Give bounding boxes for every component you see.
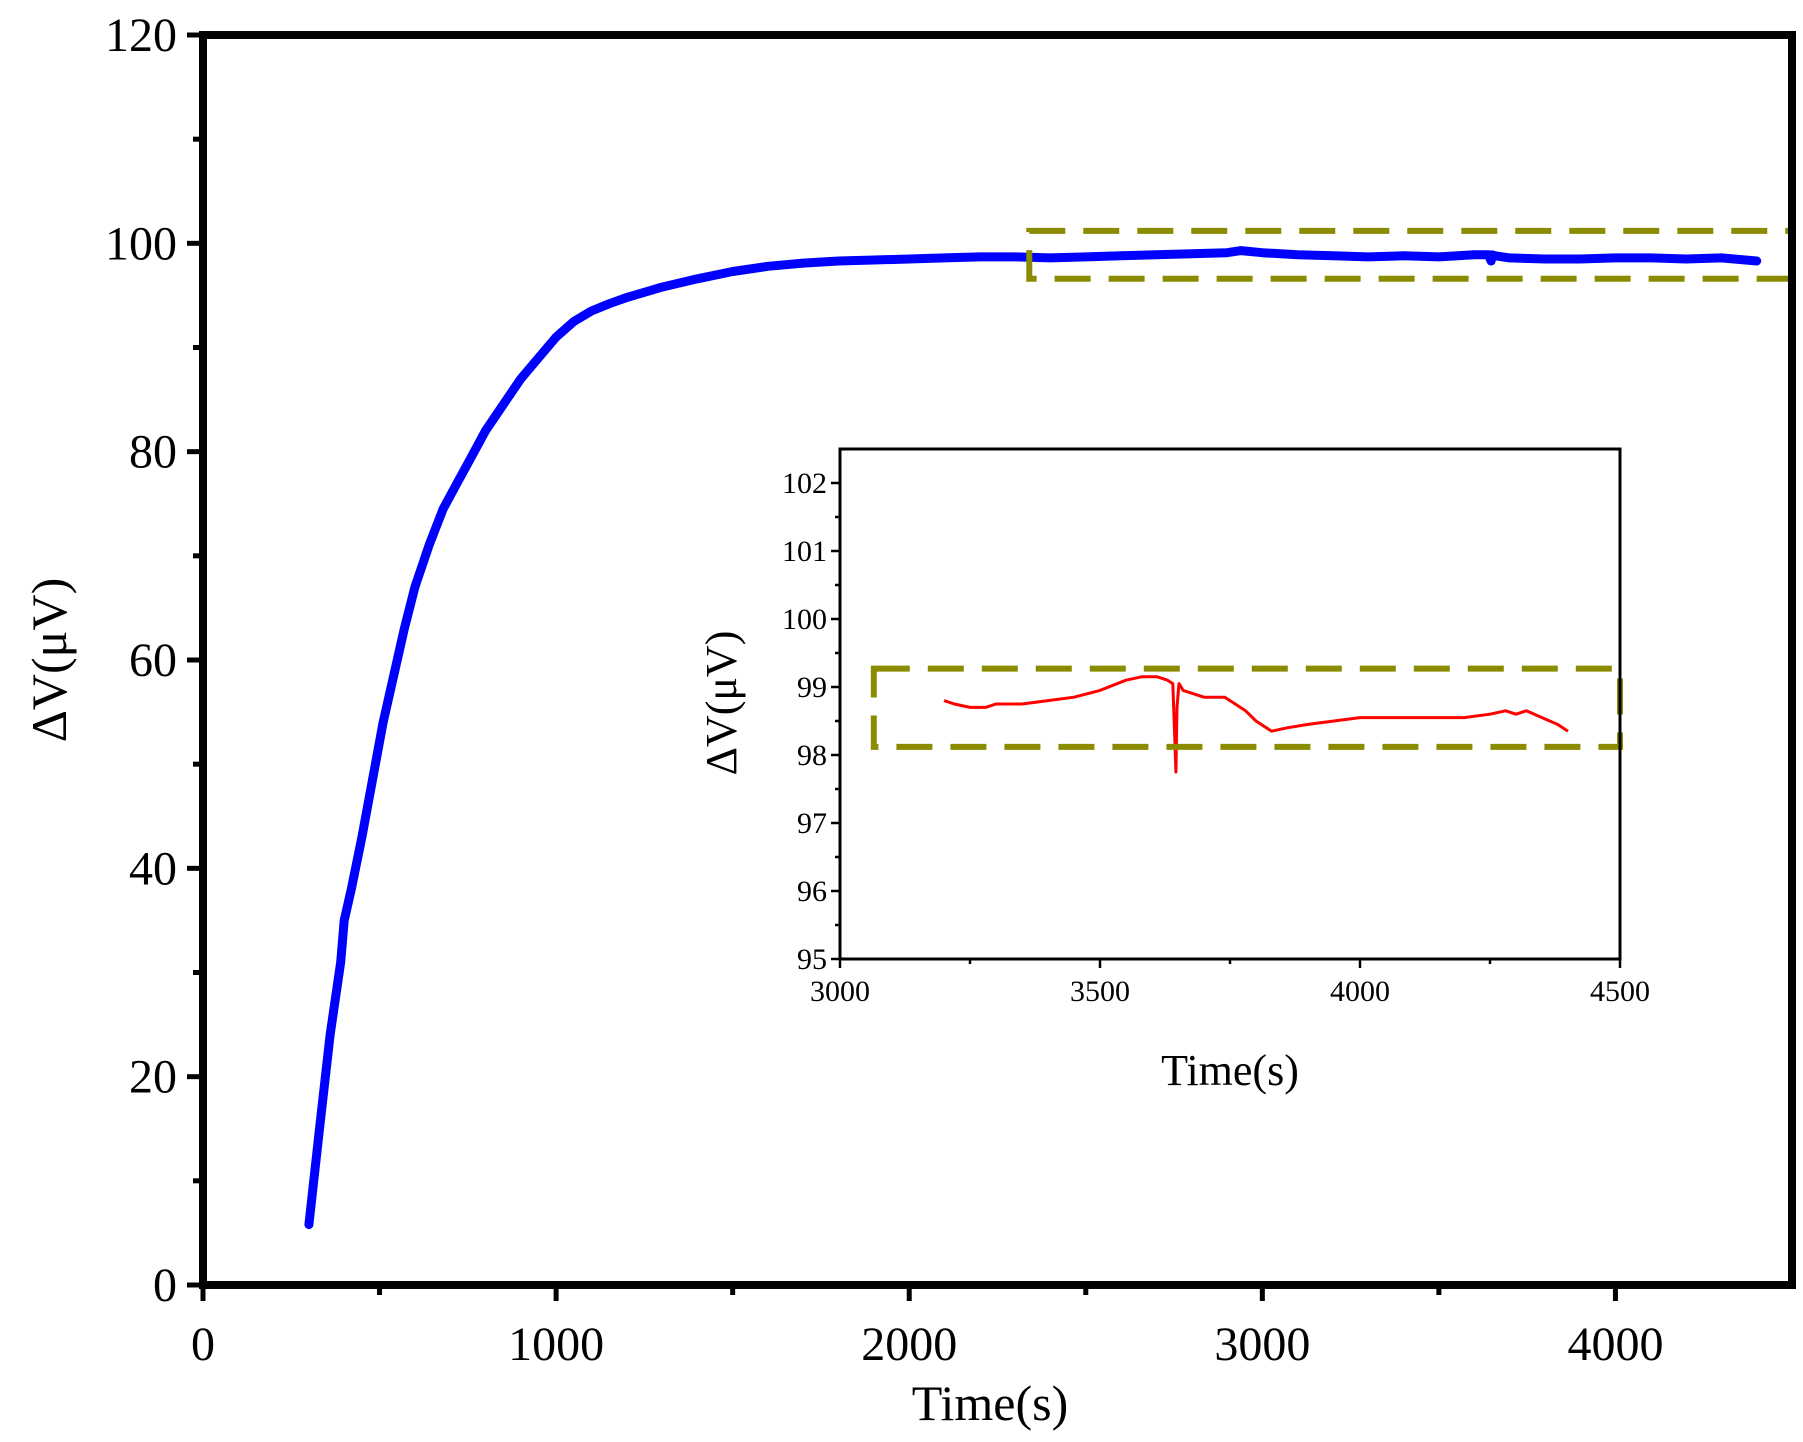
x-tick-label: 1000	[508, 1318, 604, 1371]
x-tick-label: 3000	[810, 975, 870, 1008]
y-tick-label: 96	[797, 875, 827, 908]
main-y-tick-labels: 0 20 40 60 80 100 120	[105, 9, 177, 1312]
y-tick-label: 102	[782, 467, 827, 500]
y-tick-label: 98	[797, 739, 827, 772]
main-series-line	[304, 246, 1762, 1230]
x-tick-label: 2000	[861, 1318, 957, 1371]
y-tick-label: 80	[129, 426, 177, 479]
y-tick-label: 20	[129, 1051, 177, 1104]
y-tick-label: 99	[797, 671, 827, 704]
y-tick-label: 100	[105, 217, 177, 270]
y-tick-label: 95	[797, 943, 827, 976]
main-y-axis-label: ΔV(μV)	[21, 578, 77, 742]
x-tick-label: 4500	[1590, 975, 1650, 1008]
y-tick-label: 97	[797, 807, 827, 840]
x-tick-label: 3000	[1214, 1318, 1310, 1371]
inset-plot-frame	[838, 447, 1622, 961]
y-tick-label: 101	[782, 535, 827, 568]
x-tick-label: 3500	[1070, 975, 1130, 1008]
inset-chart: 3000 3500 4000 4500 95 96 97 98 99 100 101 102 Tim…	[697, 447, 1650, 1095]
main-x-axis-label: Time(s)	[912, 1375, 1069, 1431]
x-tick-label: 4000	[1567, 1318, 1663, 1371]
y-tick-label: 120	[105, 9, 177, 62]
inset-x-tick-labels: 3000 3500 4000 4500	[810, 975, 1650, 1008]
inset-y-axis-label: ΔV(μV)	[697, 631, 746, 776]
x-tick-label: 4000	[1330, 975, 1390, 1008]
main-x-tick-labels: 0 1000 2000 3000 4000	[191, 1318, 1663, 1371]
y-tick-label: 0	[153, 1259, 177, 1312]
inset-series-line	[943, 675, 1569, 774]
y-tick-label: 60	[129, 634, 177, 687]
main-plot-frame	[199, 31, 1796, 1289]
inset-background	[840, 449, 1620, 959]
y-tick-label: 40	[129, 842, 177, 895]
inset-y-tick-labels: 95 96 97 98 99 100 101 102	[782, 467, 827, 976]
x-tick-label: 0	[191, 1318, 215, 1371]
main-chart: 0 1000 2000 3000 4000 0 20 40 60 80 100 120 Time(s…	[21, 9, 1796, 1431]
inset-x-axis-label: Time(s)	[1161, 1046, 1299, 1095]
y-tick-label: 100	[782, 603, 827, 636]
